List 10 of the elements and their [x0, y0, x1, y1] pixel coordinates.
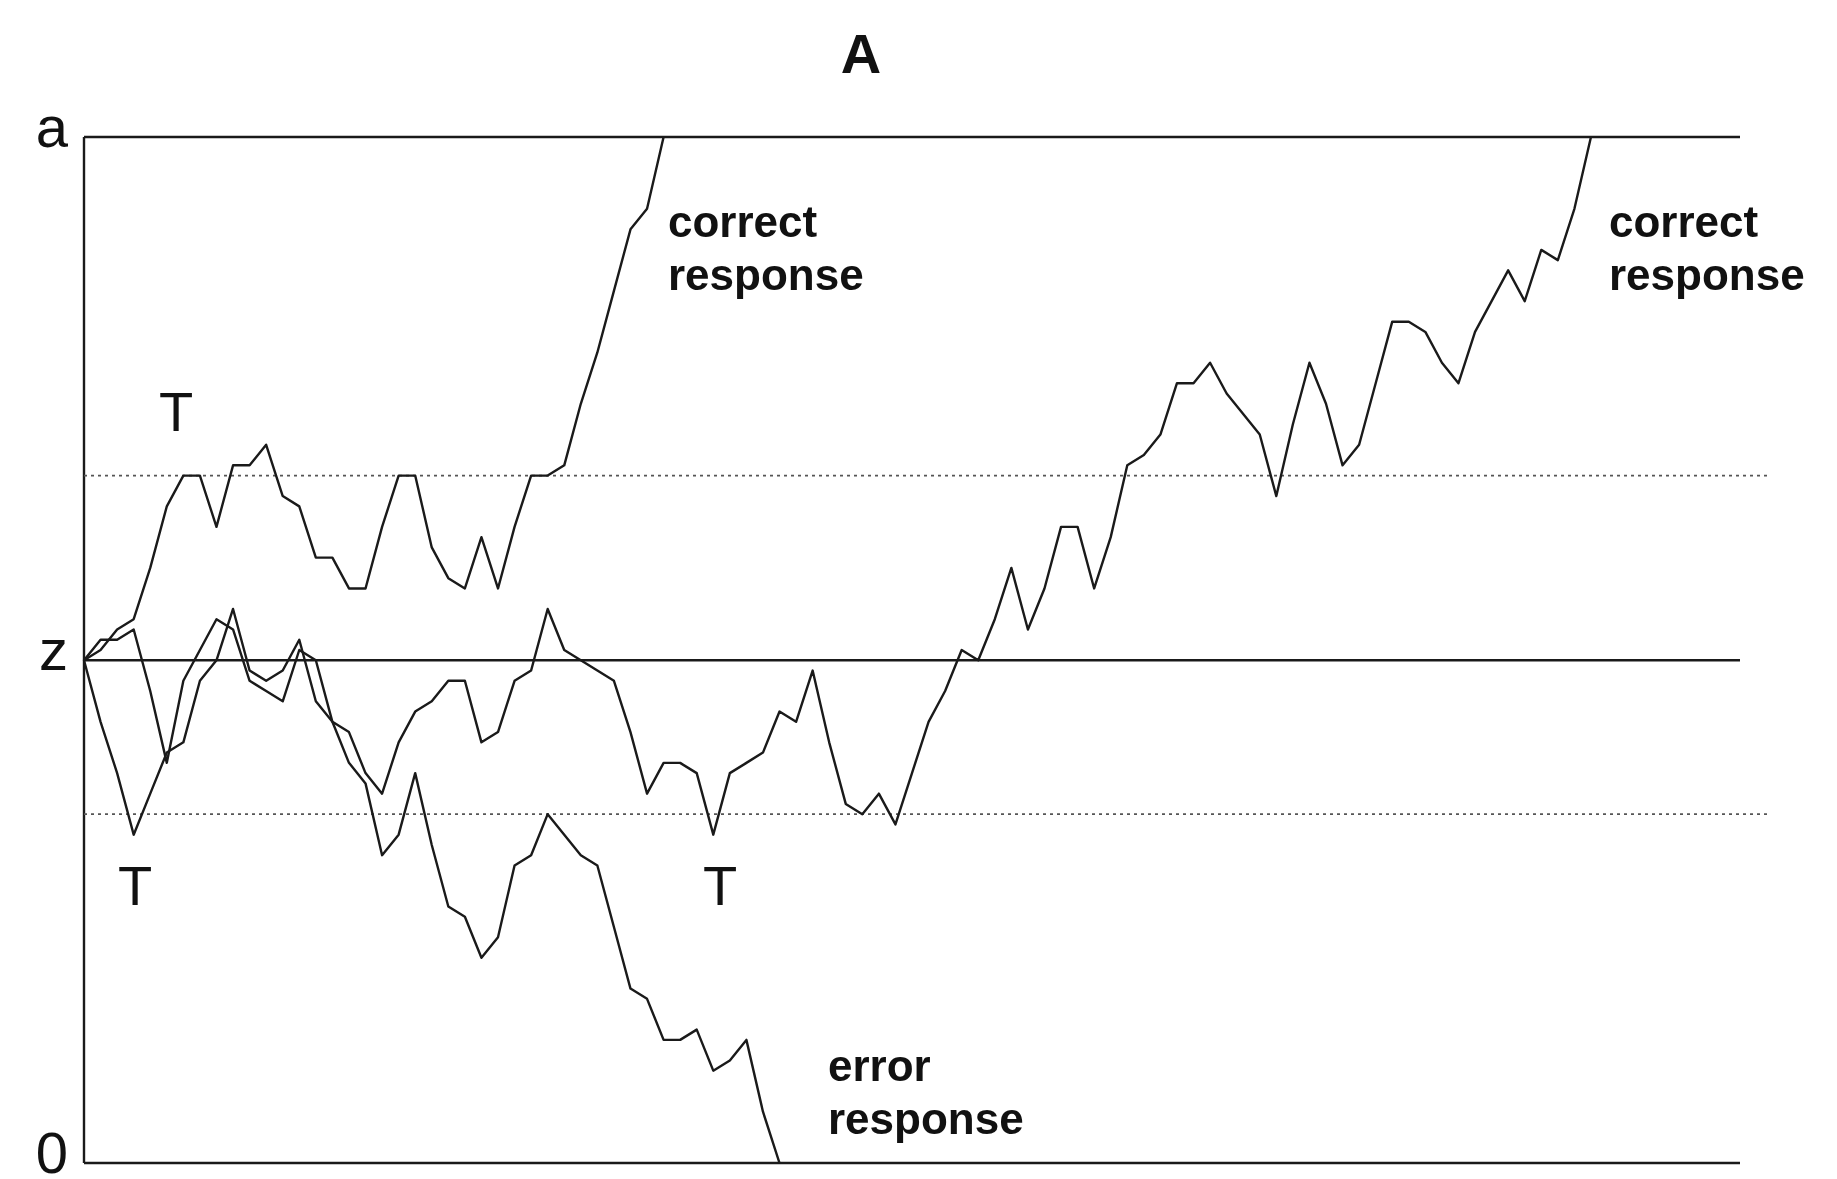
annotation: T [702, 854, 738, 918]
annotation: T [158, 380, 194, 444]
annotation: error response [828, 1041, 1024, 1144]
chart-title: A [840, 22, 882, 86]
ref-line-label: a [35, 94, 69, 159]
ref-line-label: z [39, 617, 68, 683]
annotation: T [117, 854, 153, 918]
annotation: correct response [668, 197, 864, 300]
ref-line-label: 0 [35, 1120, 68, 1179]
annotation: correct response [1609, 197, 1805, 300]
